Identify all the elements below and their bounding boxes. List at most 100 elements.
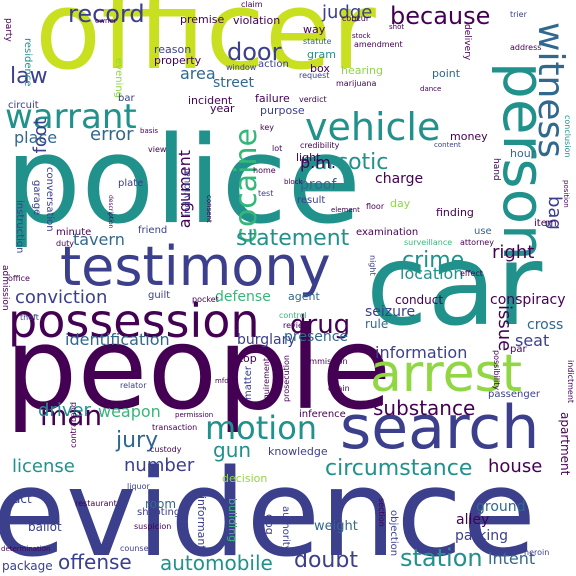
word-dance: dance xyxy=(420,85,442,93)
word-intent: intent xyxy=(488,549,536,568)
word-instruction: instruction xyxy=(14,200,25,254)
word-use: use xyxy=(474,226,492,237)
word-day: day xyxy=(390,197,411,210)
word-owner: owner xyxy=(95,17,117,25)
word-rule: rule xyxy=(365,317,389,331)
word-stop: stop xyxy=(233,352,257,365)
word-light: light xyxy=(296,151,321,164)
word-identification: identification xyxy=(65,330,170,349)
word-informant: informant xyxy=(195,496,208,550)
word-money: money xyxy=(450,130,488,143)
word-bag: bag xyxy=(544,196,565,230)
word-automobile: automobile xyxy=(160,551,273,575)
word-statement: statement xyxy=(236,226,350,251)
word-counsel: counsel xyxy=(120,544,151,553)
word-liquor: liquor xyxy=(127,482,150,491)
word-result: result xyxy=(297,195,326,206)
word-law: law xyxy=(10,64,48,89)
word-judge: judge xyxy=(322,2,373,23)
word-package: package xyxy=(2,559,53,573)
word-credibility: credibility xyxy=(300,141,340,150)
word-friend: friend xyxy=(138,225,168,236)
word-conduct: conduct xyxy=(395,293,444,307)
word-item: item xyxy=(534,218,557,229)
word-floor: floor xyxy=(366,202,385,211)
word-circumstance: circumstance xyxy=(325,456,473,481)
word-transaction: transaction xyxy=(152,423,198,432)
word-doubt: doubt xyxy=(294,548,358,573)
word-pocket: pocket xyxy=(192,295,219,304)
word-cross: cross xyxy=(527,317,564,333)
word-element: element xyxy=(331,206,360,214)
word-conversation: conversation xyxy=(44,167,55,232)
word-passenger: passenger xyxy=(488,389,540,400)
word-delivery: delivery xyxy=(462,24,472,61)
word-p.m.: p.m. xyxy=(300,153,336,172)
word-address: address xyxy=(510,43,542,52)
word-possibility: possibility xyxy=(492,350,501,391)
word-bar: bar xyxy=(118,93,135,104)
word-inference: inference xyxy=(299,409,346,420)
word-chain: chain xyxy=(328,384,350,393)
word-evening: evening xyxy=(113,58,124,99)
word-record: record xyxy=(68,0,145,28)
word-attorney: attorney xyxy=(460,238,494,247)
word-location: location xyxy=(400,264,464,283)
word-building: building xyxy=(226,498,239,543)
word-license: license xyxy=(12,456,75,477)
word-surveillance: surveillance xyxy=(404,238,453,247)
word-alley: alley xyxy=(456,512,490,528)
word-requirement: requirement xyxy=(262,358,271,408)
word-garage: garage xyxy=(31,180,42,216)
word-error: error xyxy=(90,124,134,145)
word-position: position xyxy=(562,180,570,208)
word-way: way xyxy=(303,23,326,36)
word-hour: hour xyxy=(510,147,536,160)
word-narcotic: narcotic xyxy=(300,150,389,175)
word-statute: statute xyxy=(303,37,332,46)
word-ballot: ballot xyxy=(28,520,62,534)
word-marijuana: marijuana xyxy=(336,79,377,88)
word-area: area xyxy=(180,64,216,83)
word-description: description xyxy=(107,195,114,229)
word-shooting: shooting xyxy=(137,507,181,518)
word-apartment: apartment xyxy=(558,412,572,476)
word-hearing: hearing xyxy=(341,64,384,77)
word-control: control xyxy=(279,311,307,320)
word-content: content xyxy=(434,141,461,149)
word-people: people xyxy=(5,302,392,435)
word-dog: dog xyxy=(263,514,276,535)
word-request: request xyxy=(299,71,330,80)
word-basis: basis xyxy=(140,127,158,135)
word-shot: shot xyxy=(389,23,405,31)
word-failure: failure xyxy=(255,92,290,105)
word-crime: crime xyxy=(402,248,465,273)
word-relator: relator xyxy=(120,381,147,390)
word-room: room xyxy=(145,497,177,511)
word-act: act xyxy=(13,492,32,506)
word-party: party xyxy=(3,18,13,42)
word-matter: matter xyxy=(243,366,254,400)
word-seat: seat xyxy=(515,331,550,350)
word-home: home xyxy=(253,166,276,175)
word-determination: determination xyxy=(1,545,51,553)
word-police: police xyxy=(5,112,362,251)
word-admission: admission xyxy=(0,265,10,311)
word-hand: hand xyxy=(491,158,501,181)
word-test: test xyxy=(258,189,274,198)
word-office: office xyxy=(8,274,30,283)
word-duty: duty xyxy=(56,239,75,248)
word-proof: proof xyxy=(300,177,337,193)
word-car: car xyxy=(366,221,543,351)
word-examination: examination xyxy=(356,227,419,238)
word-house: house xyxy=(488,456,543,477)
word-weapon: weapon xyxy=(98,402,161,421)
word-drug: drug xyxy=(290,310,351,340)
word-decision: decision xyxy=(222,472,268,485)
word-verdict: verdict xyxy=(299,95,327,104)
word-night: night xyxy=(368,255,377,276)
word-offense: offense xyxy=(58,550,132,574)
word-number: number xyxy=(124,455,195,476)
word-authority: authority xyxy=(280,506,291,552)
